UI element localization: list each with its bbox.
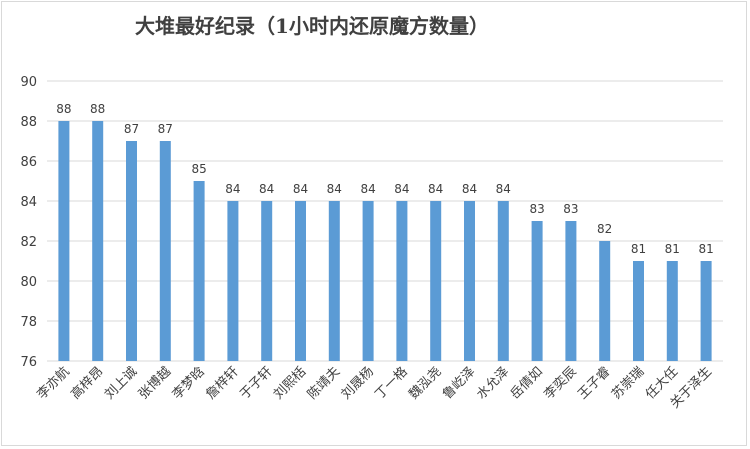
data-label: 84 <box>462 182 477 196</box>
bar <box>599 241 611 361</box>
category-label: 詹梓轩 <box>204 364 242 402</box>
data-label: 84 <box>360 182 375 196</box>
bar <box>362 201 374 361</box>
category-label: 李亦航 <box>34 364 73 403</box>
y-tick-label: 90 <box>20 75 37 90</box>
category-label: 岳倩如 <box>507 364 546 403</box>
bar <box>700 261 712 361</box>
data-label: 84 <box>225 182 240 196</box>
bar <box>497 201 509 361</box>
data-label: 88 <box>56 102 71 116</box>
bar <box>193 181 205 361</box>
bar <box>58 121 70 361</box>
gridlines <box>47 80 723 362</box>
category-label: 丁一格 <box>372 364 411 403</box>
data-label: 81 <box>698 242 713 256</box>
bar <box>126 141 137 361</box>
chart-title: 大堆最好纪录（1小时内还原魔方数量） <box>135 14 489 38</box>
data-labels: 88 88 87 87 85 84 84 84 84 84 84 84 84 84 83 83 82 81 81 81 <box>56 102 713 256</box>
bar <box>565 221 577 361</box>
bar <box>666 261 678 361</box>
data-label: 81 <box>665 242 680 256</box>
y-tick-label: 84 <box>20 195 37 210</box>
category-label: 刘晟杨 <box>339 364 377 402</box>
data-label: 84 <box>259 182 274 196</box>
y-tick-label: 78 <box>20 315 37 330</box>
data-label: 81 <box>631 242 646 256</box>
data-label: 84 <box>394 182 409 196</box>
y-tick-label: 86 <box>20 155 37 170</box>
bar <box>159 141 171 361</box>
category-label: 刘上诚 <box>102 364 140 402</box>
y-tick-label: 88 <box>20 115 37 130</box>
data-label: 84 <box>293 182 308 196</box>
data-label: 84 <box>496 182 511 196</box>
category-label: 魏泓尧 <box>406 364 444 402</box>
y-tick-label: 76 <box>20 355 37 370</box>
y-tick-label: 80 <box>20 275 37 290</box>
bar <box>633 261 644 361</box>
category-label: 王子睿 <box>575 364 613 402</box>
bar <box>92 121 104 361</box>
bar <box>227 201 239 361</box>
data-label: 87 <box>124 122 139 136</box>
category-label: 于子轩 <box>237 364 275 402</box>
category-label: 刘熙栝 <box>271 364 309 402</box>
data-label: 84 <box>327 182 342 196</box>
bar <box>261 201 273 361</box>
y-tick-label: 82 <box>20 235 37 250</box>
category-label: 李奕辰 <box>541 364 580 403</box>
data-label: 83 <box>563 202 578 216</box>
data-label: 82 <box>597 222 612 236</box>
bars <box>58 121 712 361</box>
data-label: 83 <box>529 202 544 216</box>
bar <box>531 221 543 361</box>
category-label: 高梓昂 <box>68 364 107 403</box>
category-label: 水允泽 <box>473 364 512 403</box>
data-label: 87 <box>158 122 173 136</box>
bar <box>328 201 340 361</box>
category-label: 李梦晗 <box>169 364 208 403</box>
data-label: 85 <box>191 162 206 176</box>
category-label: 鲁屹泽 <box>440 364 478 402</box>
category-label: 苏崇瑞 <box>608 364 647 403</box>
bar <box>396 201 408 361</box>
y-axis-ticks: 76 78 80 82 84 86 88 90 <box>20 75 37 370</box>
category-label: 张博越 <box>136 364 174 402</box>
category-label: 陈靖夫 <box>304 364 343 403</box>
x-axis-categories: 李亦航高梓昂刘上诚张博越李梦晗詹梓轩于子轩刘熙栝陈靖夫刘晟杨丁一格魏泓尧鲁屹泽水… <box>34 364 715 412</box>
data-label: 88 <box>90 102 105 116</box>
bar <box>430 201 442 361</box>
bar <box>464 201 475 361</box>
bar <box>295 201 306 361</box>
data-label: 84 <box>428 182 443 196</box>
